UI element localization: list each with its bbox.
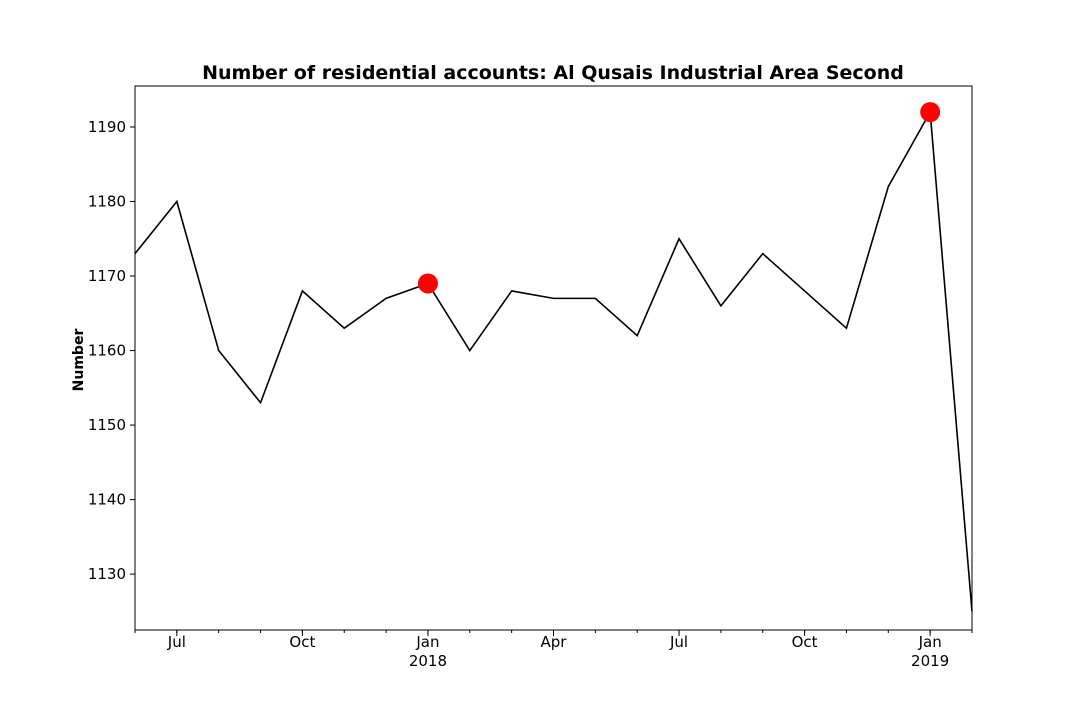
highlight-point [417, 273, 438, 294]
series-line [134, 109, 973, 612]
y-tick-label: 1140 [88, 491, 126, 509]
y-tick-label: 1130 [88, 565, 126, 583]
highlight-layer [417, 102, 941, 294]
x-tick-label: Jan [918, 633, 942, 651]
x-tick-year-label: 2018 [409, 652, 447, 670]
plot-frame [134, 85, 973, 631]
x-tick-label: Oct [792, 633, 818, 651]
y-tick-label: 1190 [88, 118, 126, 136]
x-tick-label: Jul [167, 633, 186, 651]
x-tick-label: Apr [541, 633, 568, 651]
x-tick-label: Jan [415, 633, 439, 651]
chart-title: Number of residential accounts: Al Qusai… [202, 62, 904, 84]
y-axis-label: Number [71, 329, 87, 392]
x-tick-year-label: 2019 [911, 652, 949, 670]
y-tick-label: 1180 [88, 193, 126, 211]
y-axis: 1130 1140 1150 1160 1170 1180 1190 [88, 118, 135, 583]
y-tick-label: 1160 [88, 342, 126, 360]
series-layer [134, 109, 973, 612]
highlight-point [920, 102, 941, 123]
x-tick-label: Jul [669, 633, 688, 651]
y-tick-label: 1150 [88, 416, 126, 434]
x-tick-label: Oct [289, 633, 315, 651]
y-tick-label: 1170 [88, 267, 126, 285]
